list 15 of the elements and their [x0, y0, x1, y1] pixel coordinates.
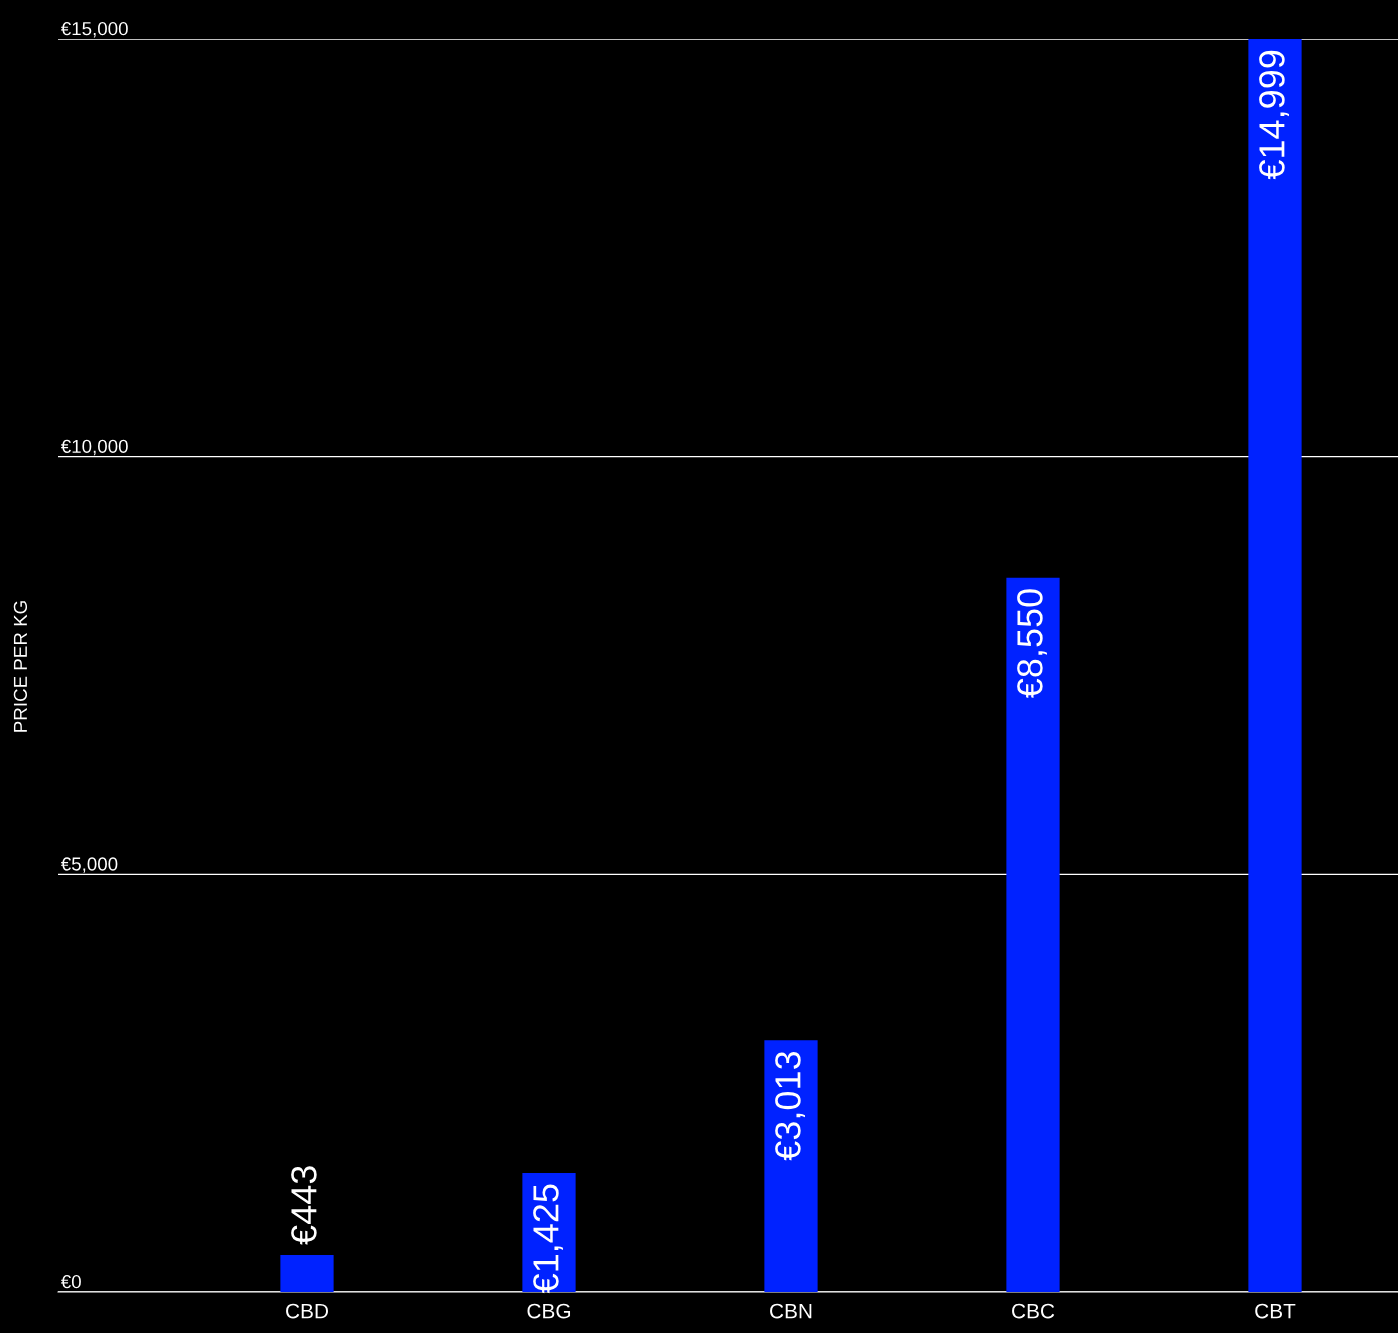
y-tick-label: €0 — [60, 1275, 81, 1289]
data-label: €1,425 — [533, 1184, 563, 1294]
data-label: €14,999 — [1259, 50, 1289, 180]
y-tick-label: €10,000 — [60, 439, 128, 456]
data-label: €443 — [291, 1166, 317, 1245]
data-label: €3,013 — [775, 1051, 805, 1161]
x-tick-label: CBT — [1255, 1303, 1296, 1319]
x-tick-label: CBG — [527, 1303, 571, 1319]
x-tick-label: CBC — [1012, 1303, 1055, 1319]
data-label: €8,550 — [1017, 589, 1047, 698]
x-tick-label: CBD — [286, 1303, 328, 1319]
y-tick-label: €15,000 — [60, 22, 128, 38]
y-axis-title: PRICE PER KG — [13, 601, 28, 732]
x-tick-label: CBN — [770, 1303, 812, 1319]
y-tick-label: €5,000 — [60, 857, 118, 873]
